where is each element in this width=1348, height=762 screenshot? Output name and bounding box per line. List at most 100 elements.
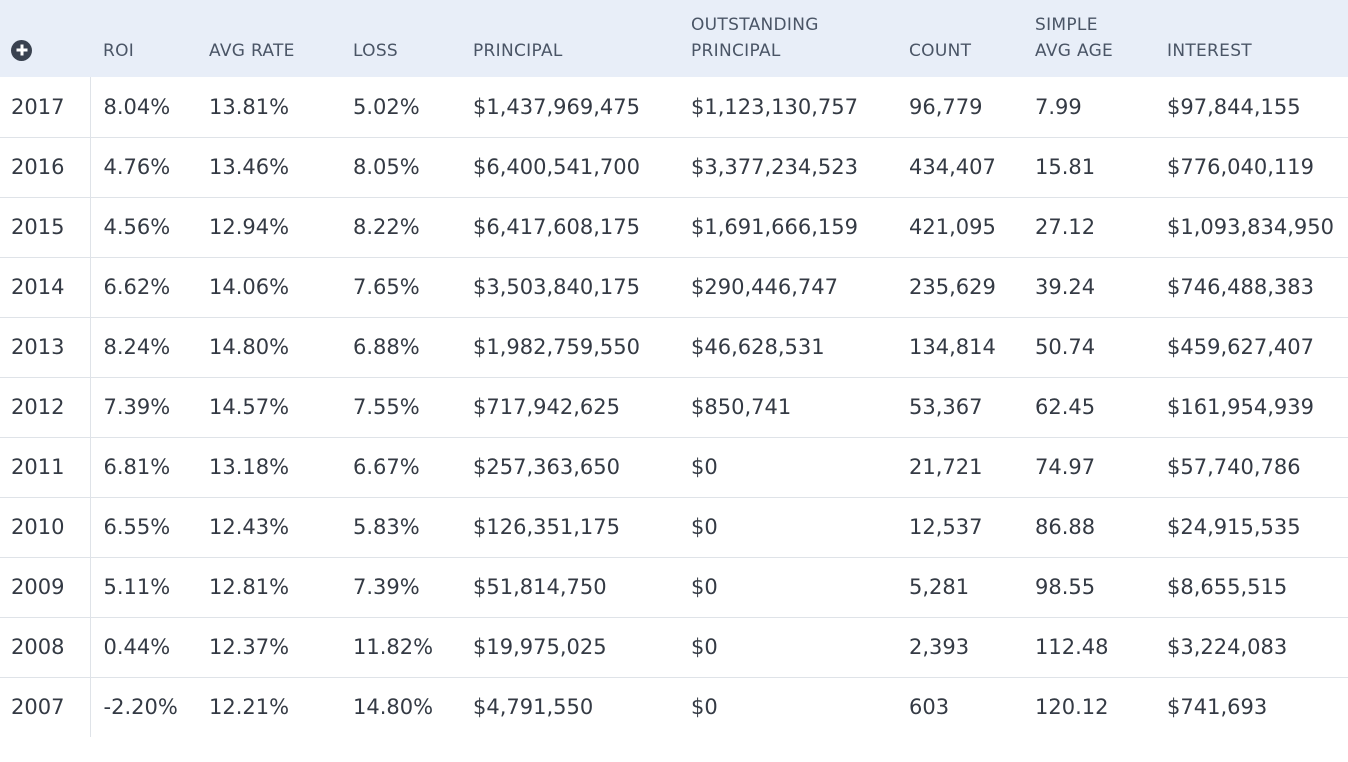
simple-avg-age-cell: 98.55 [1035,557,1167,618]
avg-rate-cell: 12.43% [209,497,353,558]
outstanding-principal-cell: $1,691,666,159 [691,197,909,258]
outstanding-principal-cell: $1,123,130,757 [691,77,909,138]
column-header-label: INTEREST [1167,41,1252,61]
simple-avg-age-cell: 74.97 [1035,437,1167,498]
column-header-label: OUTSTANDING [691,15,819,35]
loss-cell: 7.55% [353,377,473,438]
count-cell: 21,721 [909,437,1035,498]
header-row: ROI AVG RATE LOSS PRINCIPAL OUTSTANDING PRINC… [0,0,1348,77]
loss-cell: 6.88% [353,317,473,378]
principal-cell: $257,363,650 [473,437,691,498]
simple-avg-age-cell: 86.88 [1035,497,1167,558]
table-row: 2017 8.04% 13.81% 5.02% $1,437,969,475 $1,123… [0,77,1348,138]
column-header-principal[interactable]: PRINCIPAL [473,0,691,77]
avg-rate-cell: 13.46% [209,137,353,198]
avg-rate-cell: 14.06% [209,257,353,318]
column-header-label: PRINCIPAL [691,41,781,61]
table-row: 2013 8.24% 14.80% 6.88% $1,982,759,550 $46,62… [0,317,1348,378]
interest-cell: $776,040,119 [1167,137,1348,198]
count-cell: 2,393 [909,617,1035,678]
simple-avg-age-cell: 7.99 [1035,77,1167,138]
add-column-cell [0,0,90,77]
column-header-roi[interactable]: ROI [90,0,209,77]
loss-cell: 5.83% [353,497,473,558]
table-row: 2010 6.55% 12.43% 5.83% $126,351,175 $0 12,537… [0,497,1348,558]
roi-cell: 8.24% [90,317,209,378]
roi-cell: -2.20% [103,695,178,720]
simple-avg-age-cell: 112.48 [1035,617,1167,678]
loss-cell: 7.39% [353,557,473,618]
loan-stats-table: ROI AVG RATE LOSS PRINCIPAL OUTSTANDING PRINC… [0,0,1348,737]
interest-cell: $161,954,939 [1167,377,1348,438]
outstanding-principal-cell: $0 [691,497,909,558]
principal-cell: $1,437,969,475 [473,77,691,138]
interest-cell: $741,693 [1167,695,1268,720]
interest-cell: $57,740,786 [1167,437,1348,498]
year-cell: 2012 [0,377,91,438]
table-body: 2017 8.04% 13.81% 5.02% $1,437,969,475 $1,123… [0,77,1348,737]
count-cell: 235,629 [909,257,1035,318]
avg-rate-cell: 13.18% [209,437,353,498]
avg-rate-cell: 12.37% [209,617,353,678]
year-cell: 2014 [0,257,91,318]
plus-circle-icon[interactable] [11,39,32,61]
column-header-avg-rate[interactable]: AVG RATE [209,0,353,77]
column-header-loss[interactable]: LOSS [353,0,473,77]
outstanding-principal-cell: $850,741 [691,377,909,438]
column-header-interest[interactable]: INTEREST [1167,0,1348,77]
simple-avg-age-cell: 27.12 [1035,197,1167,258]
column-header-label: SIMPLE [1035,15,1098,35]
column-header-count[interactable]: COUNT [909,0,1035,77]
column-header-outstanding-principal[interactable]: OUTSTANDING PRINCIPAL [691,0,909,77]
simple-avg-age-cell: 120.12 [1035,695,1109,720]
simple-avg-age-cell: 50.74 [1035,317,1167,378]
column-header-simple-avg-age[interactable]: SIMPLE AVG AGE [1035,0,1167,77]
interest-cell: $97,844,155 [1167,77,1348,138]
year-cell: 2017 [0,77,91,138]
avg-rate-cell: 12.81% [209,557,353,618]
year-cell: 2010 [0,497,91,558]
loss-cell: 14.80% [353,695,434,720]
interest-cell: $1,093,834,950 [1167,197,1348,258]
roi-cell: 0.44% [90,617,209,678]
table-row: 2012 7.39% 14.57% 7.55% $717,942,625 $850,741… [0,377,1348,438]
roi-cell: 6.81% [90,437,209,498]
outstanding-principal-cell: $290,446,747 [691,257,909,318]
column-header-label: PRINCIPAL [473,41,563,61]
loss-cell: 7.65% [353,257,473,318]
avg-rate-cell: 14.80% [209,317,353,378]
roi-cell: 7.39% [90,377,209,438]
table-header: ROI AVG RATE LOSS PRINCIPAL OUTSTANDING PRINC… [0,0,1348,77]
simple-avg-age-cell: 39.24 [1035,257,1167,318]
roi-cell: 6.62% [90,257,209,318]
principal-cell: $1,982,759,550 [473,317,691,378]
outstanding-principal-cell: $0 [691,695,718,720]
count-cell: 96,779 [909,77,1035,138]
roi-cell: 5.11% [90,557,209,618]
table-row: 2008 0.44% 12.37% 11.82% $19,975,025 $0 2,393 1… [0,617,1348,678]
table-row: 2007 -2.20% 12.21% 14.80% $4,791,550 $0 603 120… [0,677,1348,737]
column-header-label: COUNT [909,41,972,61]
principal-cell: $717,942,625 [473,377,691,438]
outstanding-principal-cell: $0 [691,617,909,678]
year-cell: 2011 [0,437,91,498]
avg-rate-cell: 14.57% [209,377,353,438]
loss-cell: 11.82% [353,617,473,678]
principal-cell: $126,351,175 [473,497,691,558]
principal-cell: $6,400,541,700 [473,137,691,198]
count-cell: 434,407 [909,137,1035,198]
interest-cell: $8,655,515 [1167,557,1348,618]
count-cell: 421,095 [909,197,1035,258]
count-cell: 53,367 [909,377,1035,438]
table-row: 2015 4.56% 12.94% 8.22% $6,417,608,175 $1,691… [0,197,1348,258]
principal-cell: $6,417,608,175 [473,197,691,258]
principal-cell: $51,814,750 [473,557,691,618]
count-cell: 603 [909,695,950,720]
table-row: 2014 6.62% 14.06% 7.65% $3,503,840,175 $290,4… [0,257,1348,318]
interest-cell: $24,915,535 [1167,497,1348,558]
table-row: 2011 6.81% 13.18% 6.67% $257,363,650 $0 21,721… [0,437,1348,498]
table-row: 2016 4.76% 13.46% 8.05% $6,400,541,700 $3,377… [0,137,1348,198]
principal-cell: $19,975,025 [473,617,691,678]
year-cell: 2007 [0,677,91,737]
outstanding-principal-cell: $0 [691,557,909,618]
